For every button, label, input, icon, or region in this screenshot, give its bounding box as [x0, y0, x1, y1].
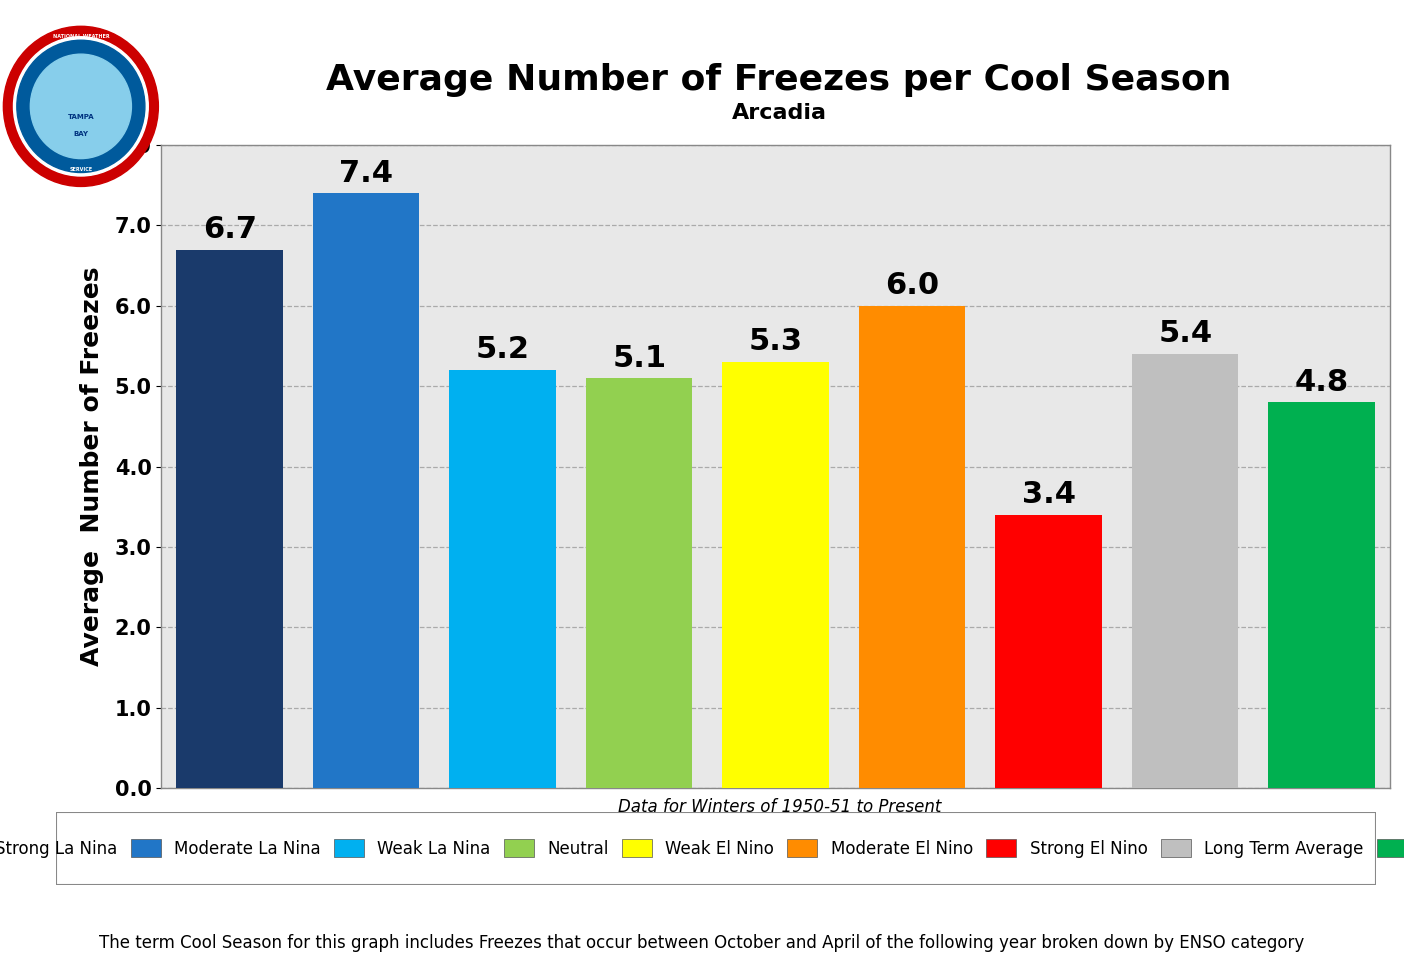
Bar — [449, 370, 556, 788]
Text: 5.2: 5.2 — [476, 336, 529, 365]
Legend: Strong La Nina, Moderate La Nina, Weak La Nina, Neutral, Weak El Nino, Moderate : Strong La Nina, Moderate La Nina, Weak L… — [0, 830, 1404, 867]
Text: 5.3: 5.3 — [748, 328, 803, 357]
Bar — [313, 193, 420, 788]
Text: Arcadia: Arcadia — [731, 103, 827, 124]
Text: 4.8: 4.8 — [1294, 367, 1349, 396]
Text: 5.4: 5.4 — [1158, 319, 1212, 348]
Bar — [723, 362, 828, 788]
Text: 6.0: 6.0 — [885, 271, 939, 300]
Circle shape — [14, 37, 149, 176]
Bar — [1132, 354, 1238, 788]
Bar — [859, 306, 966, 788]
Text: 5.1: 5.1 — [612, 343, 667, 372]
FancyBboxPatch shape — [56, 812, 1376, 885]
Text: Data for Winters of 1950-51 to Present: Data for Winters of 1950-51 to Present — [618, 798, 941, 816]
Circle shape — [3, 26, 159, 187]
Bar — [995, 514, 1102, 788]
Bar — [585, 378, 692, 788]
Text: 3.4: 3.4 — [1022, 481, 1075, 510]
Text: 6.7: 6.7 — [202, 215, 257, 244]
Text: Average Number of Freezes per Cool Season: Average Number of Freezes per Cool Seaso… — [327, 63, 1231, 97]
Y-axis label: Average  Number of Freezes: Average Number of Freezes — [80, 267, 104, 666]
Bar — [1268, 402, 1375, 788]
Text: The term Cool Season for this graph includes Freezes that occur between October : The term Cool Season for this graph incl… — [100, 934, 1304, 952]
Text: BAY: BAY — [73, 132, 88, 137]
Text: NATIONAL WEATHER: NATIONAL WEATHER — [52, 34, 110, 40]
Bar — [177, 249, 284, 788]
Text: TAMPA: TAMPA — [67, 114, 94, 120]
Text: 7.4: 7.4 — [340, 159, 393, 188]
Circle shape — [17, 41, 145, 172]
Circle shape — [31, 54, 132, 159]
Text: SERVICE: SERVICE — [69, 166, 93, 171]
